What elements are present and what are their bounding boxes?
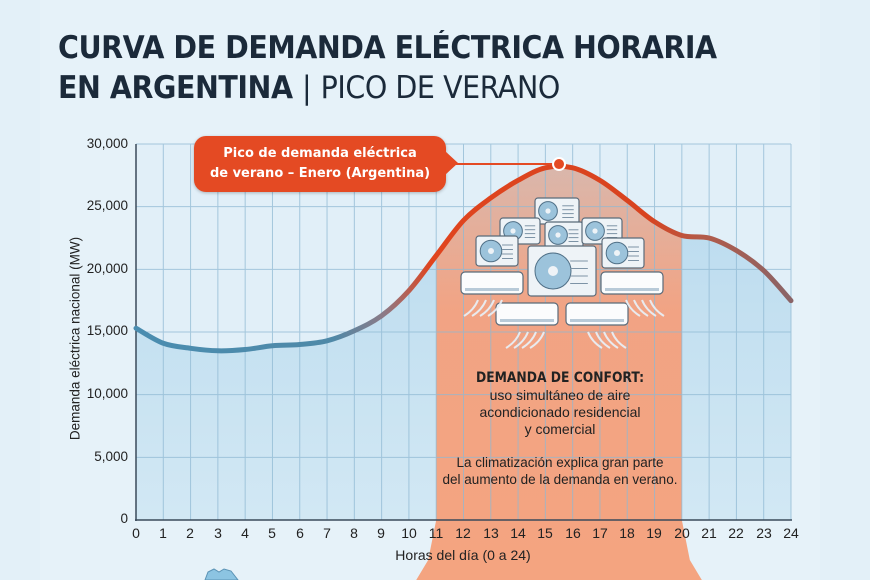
title-line-2-bold: EN ARGENTINA [58,70,293,106]
comfort-heading: DEMANDA DE CONFORT: [475,370,645,386]
x-tick: 2 [186,525,194,541]
demand-curve [133,163,794,354]
axes [135,144,792,521]
x-tick: 1 [159,525,167,541]
comfort-line-1: uso simultáneo de aire [489,387,631,403]
x-tick: 17 [592,525,608,541]
peak-marker [552,157,567,172]
x-tick: 21 [701,525,717,541]
x-tick: 0 [132,525,140,541]
title-line-1: CURVA DE DEMANDA ELÉCTRICA HORARIA [58,30,717,66]
comfort-line-2: acondicionado residencial [479,404,641,420]
y-tick: 0 [120,511,128,526]
y-axis-label: Demanda eléctrica nacional (MW) [67,236,83,441]
x-tick: 22 [728,525,744,541]
callout-line-1: Pico de demanda eléctrica [223,146,417,161]
climate-note: La climatización explica gran parte del … [420,454,700,488]
x-tick: 5 [268,525,276,541]
x-tick: 18 [619,525,635,541]
x-axis-label: Horas del día (0 a 24) [395,547,531,563]
x-tick: 7 [323,525,331,541]
climate-note-line-1: La climatización explica gran parte [456,455,664,470]
callout-line-2: de verano – Enero (Argentina) [209,166,431,181]
title-separator: | [302,70,312,106]
x-tick: 3 [214,525,222,541]
y-tick: 20,000 [86,261,128,276]
y-tick: 30,000 [86,136,128,151]
y-tick: 5,000 [94,449,128,464]
x-tick: 15 [537,525,553,541]
chart-title: CURVA DE DEMANDA ELÉCTRICA HORARIA EN AR… [58,28,717,108]
comfort-line-3: y comercial [524,421,596,437]
x-tick: 8 [350,525,358,541]
x-tick: 11 [428,525,444,541]
x-tick: 13 [483,525,499,541]
x-tick: 16 [565,525,581,541]
y-tick: 25,000 [86,198,128,213]
x-tick: 19 [646,525,662,541]
x-tick: 20 [674,525,690,541]
peak-callout: Pico de demanda eléctrica de verano – En… [194,136,458,192]
air-conditioner-illustration [460,197,665,349]
x-tick: 4 [241,525,249,541]
title-subtitle: PICO DE VERANO [320,70,561,106]
x-tick: 24 [783,525,799,541]
y-tick: 15,000 [86,323,128,338]
x-tick: 14 [510,525,526,541]
climate-note-line-2: del aumento de la demanda en verano. [442,472,678,487]
x-tick: 6 [296,525,304,541]
argentina-map-fragment [204,568,239,580]
x-tick: 12 [455,525,471,541]
grid-lines [136,143,792,520]
x-tick: 23 [756,525,772,541]
y-tick: 10,000 [86,386,128,401]
comfort-demand-annotation: DEMANDA DE CONFORT: uso simultáneo de ai… [420,370,700,488]
x-tick: 9 [377,525,385,541]
x-tick: 10 [401,525,417,541]
